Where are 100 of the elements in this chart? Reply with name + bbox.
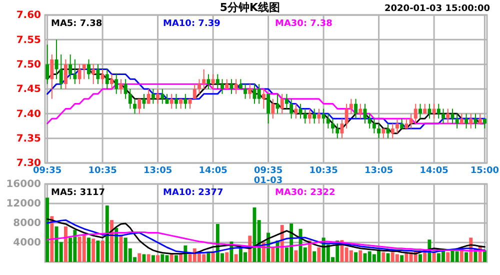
y-tick-label: 7.60 [16,10,42,22]
bar [100,240,104,262]
candlestick [124,78,128,100]
candlestick [455,113,459,129]
x-tick-label: 14:05 [420,166,448,176]
candlestick [469,113,473,129]
candlestick [336,123,340,139]
y-tick-label: 7.45 [16,84,42,96]
x-tick-label: 14:05 [198,166,228,176]
bar [234,254,238,262]
candlestick [354,98,358,120]
candlestick [312,108,316,124]
y-tick-label: 12000 [6,198,42,210]
candlestick [428,103,432,120]
candlestick [409,113,413,129]
candlestick [234,78,238,94]
candlestick [184,93,188,110]
candlestick [128,88,132,110]
bar [46,198,50,262]
candlestick [349,98,353,114]
candlestick [160,88,164,104]
candlestick [151,88,155,104]
bar [464,252,468,262]
bar [400,255,404,262]
candlestick [280,93,284,114]
candlestick [64,58,68,90]
candlestick [271,98,275,120]
candlestick [114,74,118,94]
candlestick [404,118,408,129]
bar [160,254,164,262]
bar [271,247,275,262]
bar [225,252,229,262]
candlestick [206,74,210,90]
candlestick [68,54,72,80]
bar [87,238,90,262]
x-tick-label: 13:05 [364,166,394,176]
x-tick-label: 10:35 [88,166,117,176]
candlestick [50,54,54,100]
candlestick [340,118,344,139]
candlestick [368,113,372,129]
candlestick [284,93,288,110]
bar [312,251,316,262]
bar [206,252,210,262]
candlestick [322,108,326,124]
bar [119,234,123,262]
bar [446,252,450,262]
y-tick-label: 7.55 [16,34,42,46]
candlestick [395,118,399,134]
candlestick [73,58,77,85]
candlestick [138,98,142,114]
candlestick [100,68,104,85]
candlestick [156,88,160,104]
candlestick [230,78,234,94]
candlestick [174,93,178,110]
bar [358,250,362,262]
candlestick [331,118,334,134]
bar [156,255,160,262]
candlestick [133,98,137,114]
candlestick [266,93,270,124]
bar [294,250,298,262]
line-series [46,232,486,252]
candlestick [290,98,294,120]
candlestick [146,88,150,104]
y-tick-label: 7.35 [16,134,42,145]
bar [482,250,486,262]
bar [317,247,321,262]
y-tick-label: 8000 [13,218,42,230]
candlestick [216,74,220,90]
candlestick [82,64,86,80]
candlestick [87,58,90,80]
text: MA10: 2377 [163,188,224,198]
candlestick [298,103,302,120]
candlestick [262,88,266,110]
y-tick-label: 4000 [13,238,42,249]
candlestick [294,103,298,120]
candlestick [105,68,109,90]
candlestick [464,113,468,129]
candlestick [303,108,307,124]
candlestick [110,74,114,90]
x-tick-label: 10:35 [309,166,338,176]
text: MA30: 2322 [275,188,336,198]
text: MA5: 7.38 [51,19,102,29]
candlestick [192,84,196,100]
x-tick-label: 09:35 01-03 [254,166,283,186]
candlestick [418,103,422,120]
bar [96,240,100,262]
candlestick [244,84,248,100]
bar [138,253,142,262]
candlestick [170,93,174,110]
candlestick [372,118,376,134]
bar [174,255,178,262]
bar [382,252,386,262]
bar [105,205,109,262]
candlestick [220,78,224,94]
text: MA30: 7.38 [275,19,332,29]
candlestick [211,74,215,90]
text: MA5: 3117 [51,188,105,198]
bar [92,238,96,262]
candlestick [436,103,440,120]
y-tick-label: 7.50 [16,60,42,71]
